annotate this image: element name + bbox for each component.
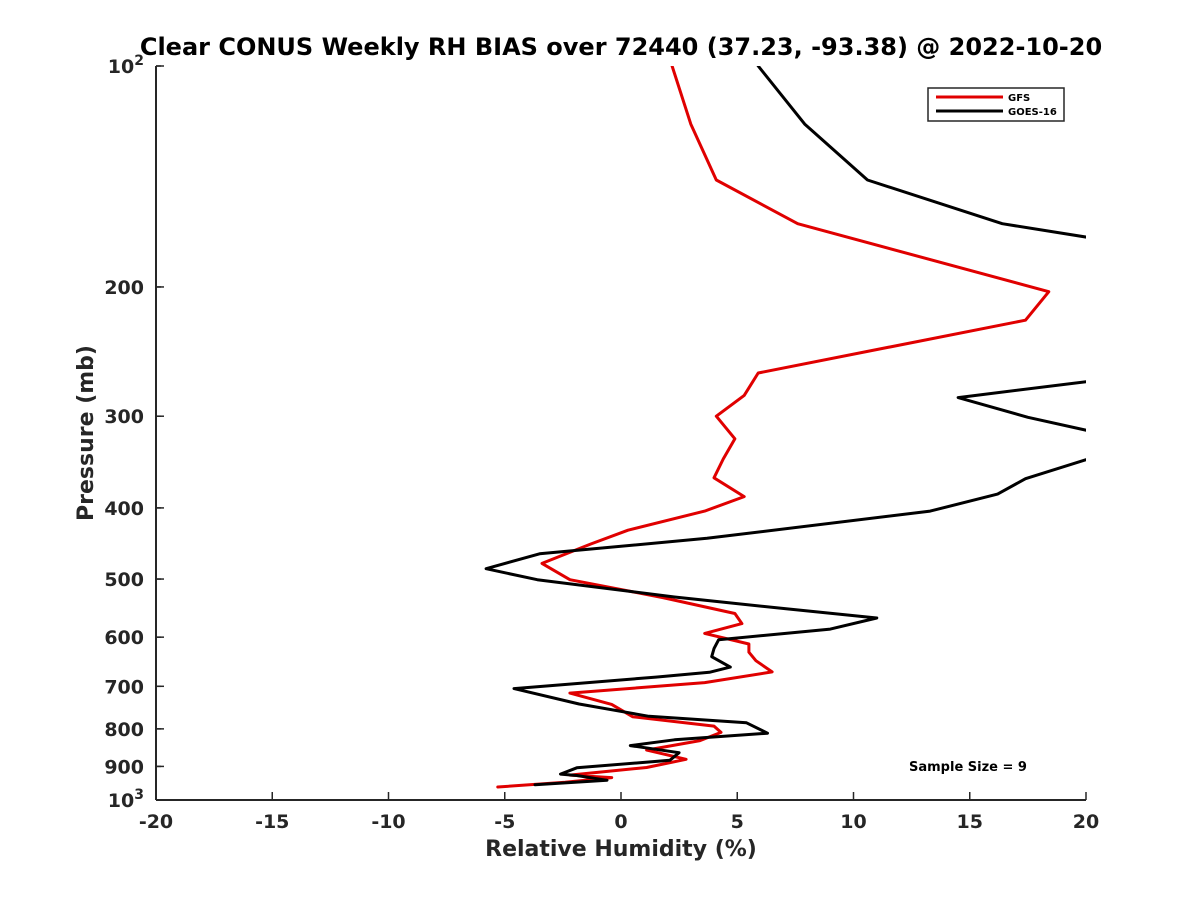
y-tick-base: 10: [108, 790, 134, 812]
x-tick-label: -20: [139, 811, 173, 833]
y-tick-base: 10: [108, 56, 134, 78]
legend-label-gfs: GFS: [1008, 93, 1030, 104]
series-line-gfs: [496, 66, 1051, 789]
sample-size-annotation: Sample Size = 9: [909, 760, 1027, 775]
x-axis-label: Relative Humidity (%): [485, 837, 757, 862]
y-tick-label: 600: [104, 627, 144, 649]
y-tick-label: 500: [104, 569, 144, 591]
y-tick-label: 102: [108, 53, 144, 78]
legend: GFS GOES-16: [927, 87, 1065, 122]
x-tick-label: 20: [1073, 811, 1099, 833]
y-tick-label: 200: [104, 277, 144, 299]
x-tick-label: 10: [840, 811, 866, 833]
y-tick-label: 400: [104, 498, 144, 520]
x-tick-label: -10: [371, 811, 405, 833]
y-tick-label: 900: [104, 756, 144, 778]
x-tick-label: -15: [255, 811, 289, 833]
y-tick-label: 800: [104, 719, 144, 741]
series-gfs: [496, 66, 1051, 789]
legend-box: [927, 87, 1065, 122]
x-axis-ticks: -20 -15 -10 -5 0 5 10 15 20: [139, 792, 1099, 833]
series-layer: [484, 66, 1086, 789]
y-tick-label: 700: [104, 676, 144, 698]
series-goes16: [484, 66, 1086, 787]
x-tick-label: -5: [494, 811, 515, 833]
x-tick-label: 5: [731, 811, 744, 833]
x-tick-label: 0: [614, 811, 627, 833]
series-line-goes16-part1: [956, 380, 1086, 432]
x-tick-label: 15: [957, 811, 983, 833]
y-tick-exponent: 2: [134, 53, 144, 69]
y-axis-label: Pressure (mb): [74, 345, 99, 521]
y-tick-exponent: 3: [134, 787, 144, 803]
chart-title: Clear CONUS Weekly RH BIAS over 72440 (3…: [140, 33, 1102, 61]
series-line-goes16-part2: [484, 458, 1086, 787]
y-tick-label: 300: [104, 406, 144, 428]
y-tick-label: 103: [108, 787, 144, 812]
series-line-goes16: [756, 66, 1086, 239]
legend-label-goes16: GOES-16: [1008, 107, 1057, 118]
